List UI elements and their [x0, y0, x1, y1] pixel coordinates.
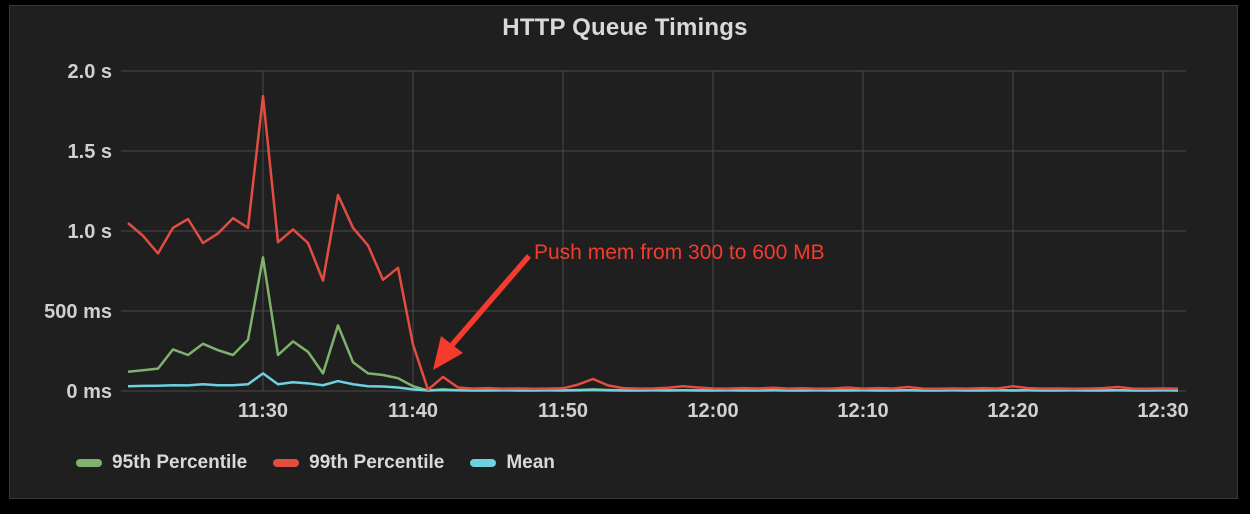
legend-label: Mean	[506, 452, 555, 473]
annotation-text: Push mem from 300 to 600 MB	[534, 241, 825, 264]
x-tick-label: 12:00	[687, 400, 738, 422]
series-line-mean[interactable]	[127, 372, 1179, 392]
chart-panel	[9, 5, 1238, 499]
legend-item-mean[interactable]: Mean	[470, 452, 555, 474]
x-tick-label: 12:10	[837, 400, 888, 422]
x-tick-label: 12:20	[987, 400, 1038, 422]
annotation-arrowhead-icon	[433, 336, 463, 370]
y-tick-label: 2.0 s	[68, 61, 112, 83]
y-tick-label: 1.5 s	[68, 141, 112, 163]
series-color-swatch-icon	[470, 459, 497, 467]
y-tick-label: 1.0 s	[68, 221, 112, 243]
annotation-arrow-shaft	[449, 254, 532, 347]
legend-item-99th-percentile[interactable]: 99th Percentile	[273, 452, 444, 474]
y-tick-label: 0 ms	[66, 381, 112, 403]
series-line-95th-percentile[interactable]	[127, 256, 1179, 392]
series-color-swatch-icon	[76, 459, 102, 467]
x-tick-label: 11:40	[388, 400, 438, 422]
legend-item-95th-percentile[interactable]: 95th Percentile	[76, 452, 247, 474]
x-tick-label: 11:30	[238, 400, 288, 422]
y-tick-label: 500 ms	[44, 301, 112, 323]
series-line-99th-percentile[interactable]	[127, 94, 1179, 391]
x-tick-label: 11:50	[538, 400, 588, 422]
x-tick-label: 12:30	[1137, 400, 1188, 422]
legend: 95th Percentile 99th Percentile Mean	[76, 452, 555, 474]
series-color-swatch-icon	[273, 459, 300, 467]
panel-title: HTTP Queue Timings	[502, 14, 748, 41]
legend-label: 99th Percentile	[309, 452, 445, 473]
legend-label: 95th Percentile	[112, 452, 248, 473]
